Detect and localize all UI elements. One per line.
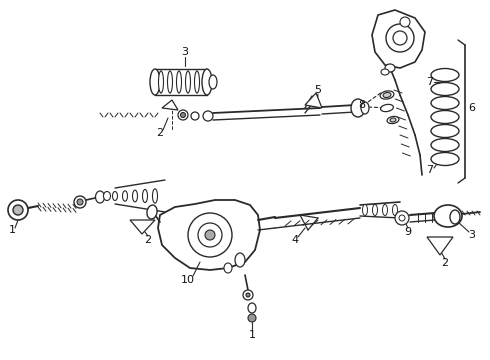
- Ellipse shape: [132, 190, 138, 202]
- Ellipse shape: [202, 69, 212, 95]
- Ellipse shape: [431, 139, 459, 152]
- Ellipse shape: [351, 99, 365, 117]
- Ellipse shape: [450, 210, 460, 224]
- Circle shape: [180, 112, 186, 117]
- Ellipse shape: [143, 189, 147, 203]
- Circle shape: [13, 205, 23, 215]
- Circle shape: [191, 112, 199, 120]
- Ellipse shape: [390, 118, 396, 122]
- Circle shape: [74, 196, 86, 208]
- Ellipse shape: [383, 204, 388, 216]
- Ellipse shape: [168, 71, 172, 93]
- Ellipse shape: [431, 96, 459, 109]
- Ellipse shape: [186, 71, 191, 93]
- Circle shape: [198, 223, 222, 247]
- Ellipse shape: [363, 204, 368, 216]
- Circle shape: [178, 110, 188, 120]
- Ellipse shape: [96, 191, 104, 203]
- Text: 2: 2: [156, 128, 164, 138]
- Ellipse shape: [209, 75, 217, 89]
- Text: 2: 2: [441, 258, 448, 268]
- Circle shape: [399, 215, 405, 221]
- Text: 7: 7: [426, 165, 434, 175]
- Ellipse shape: [385, 64, 395, 72]
- Polygon shape: [305, 93, 322, 108]
- Ellipse shape: [392, 204, 397, 216]
- Polygon shape: [158, 200, 260, 270]
- Ellipse shape: [235, 253, 245, 267]
- Circle shape: [8, 200, 28, 220]
- Ellipse shape: [224, 263, 232, 273]
- Circle shape: [205, 230, 215, 240]
- Circle shape: [386, 24, 414, 52]
- Ellipse shape: [176, 71, 181, 93]
- Text: 10: 10: [181, 275, 195, 285]
- Circle shape: [248, 314, 256, 322]
- Text: 2: 2: [145, 235, 151, 245]
- Polygon shape: [427, 237, 453, 255]
- Circle shape: [203, 111, 213, 121]
- Ellipse shape: [434, 205, 462, 227]
- Polygon shape: [130, 220, 155, 234]
- Ellipse shape: [431, 82, 459, 95]
- Ellipse shape: [381, 69, 389, 75]
- Ellipse shape: [383, 93, 391, 98]
- Ellipse shape: [380, 91, 394, 99]
- Ellipse shape: [431, 111, 459, 123]
- Ellipse shape: [195, 71, 199, 93]
- Circle shape: [188, 213, 232, 257]
- Text: 4: 4: [292, 235, 298, 245]
- Text: 7: 7: [426, 77, 434, 87]
- Ellipse shape: [147, 205, 157, 219]
- Text: 8: 8: [359, 100, 366, 110]
- Ellipse shape: [431, 153, 459, 166]
- Circle shape: [395, 211, 409, 225]
- Ellipse shape: [431, 125, 459, 138]
- Circle shape: [243, 290, 253, 300]
- Text: 1: 1: [248, 330, 255, 340]
- Text: 5: 5: [315, 85, 321, 95]
- Ellipse shape: [158, 71, 164, 93]
- Ellipse shape: [431, 68, 459, 81]
- Ellipse shape: [372, 204, 377, 216]
- Text: 3: 3: [468, 230, 475, 240]
- Circle shape: [393, 31, 407, 45]
- Ellipse shape: [103, 192, 111, 201]
- Text: 6: 6: [468, 103, 475, 113]
- Ellipse shape: [387, 116, 399, 123]
- Ellipse shape: [113, 192, 118, 201]
- Text: 3: 3: [181, 47, 189, 57]
- Circle shape: [400, 17, 410, 27]
- Ellipse shape: [122, 191, 127, 201]
- Ellipse shape: [248, 303, 256, 313]
- Text: 9: 9: [404, 227, 412, 237]
- Polygon shape: [162, 100, 178, 110]
- Polygon shape: [372, 10, 425, 68]
- Ellipse shape: [361, 102, 369, 114]
- Ellipse shape: [150, 69, 160, 95]
- Ellipse shape: [152, 189, 157, 203]
- Circle shape: [77, 199, 83, 205]
- Text: 1: 1: [8, 225, 16, 235]
- Circle shape: [246, 293, 250, 297]
- Ellipse shape: [381, 104, 393, 112]
